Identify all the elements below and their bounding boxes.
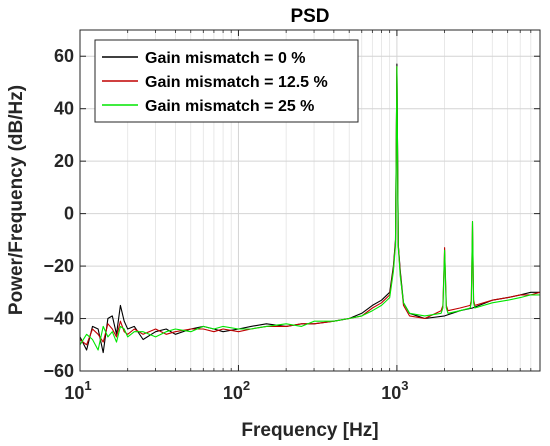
- y-tick-label: 60: [54, 46, 74, 66]
- series-line-3: [80, 66, 540, 351]
- x-axis-ticks: 101 102 103: [64, 30, 532, 403]
- x-axis-title: Frequency [Hz]: [241, 420, 378, 441]
- legend-box: [94, 39, 359, 123]
- legend-label-2: Gain mismatch = 12.5 %: [145, 74, 328, 91]
- x-tick-label: 101: [64, 378, 91, 403]
- y-tick-label: 0: [64, 204, 74, 224]
- legend-label-1: Gain mismatch = 0 %: [145, 50, 306, 67]
- plot-frame: [79, 29, 541, 372]
- series-layer: [80, 63, 540, 354]
- y-tick-label: 40: [54, 99, 74, 119]
- y-tick-label: 20: [54, 151, 74, 171]
- legend-label-3: Gain mismatch = 25 %: [145, 98, 314, 115]
- y-tick-label: −40: [43, 309, 74, 329]
- y-tick-label: −20: [43, 256, 74, 276]
- y-tick-label: −60: [43, 361, 74, 381]
- x-tick-label: 103: [381, 378, 408, 403]
- x-tick-label: 102: [223, 378, 250, 403]
- legend: Gain mismatch = 0 % Gain mismatch = 12.5 …: [94, 39, 359, 123]
- chart-title: PSD: [290, 6, 329, 27]
- y-axis-title: Power/Frequency (dB/Hz): [6, 85, 27, 315]
- y-axis-ticks: −60 −40 −20 0 20 40 60: [43, 46, 540, 381]
